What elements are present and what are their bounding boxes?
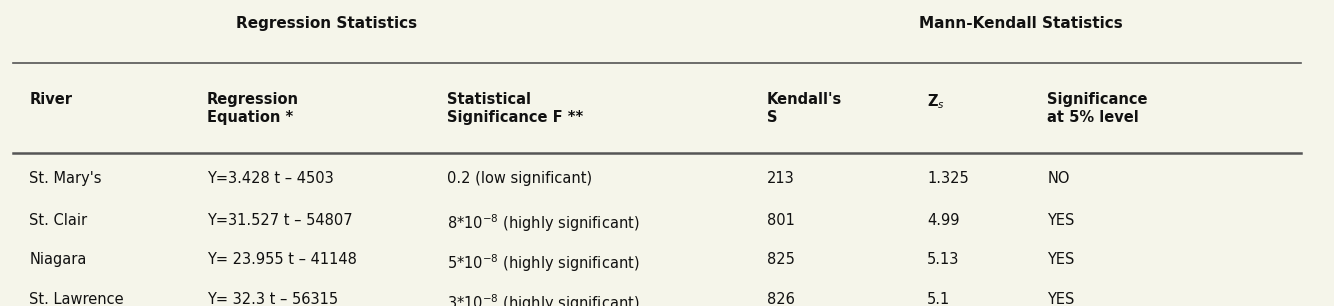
- Text: Y=31.527 t – 54807: Y=31.527 t – 54807: [207, 213, 352, 228]
- Text: Y= 23.955 t – 41148: Y= 23.955 t – 41148: [207, 252, 356, 267]
- Text: 5*10$^{-8}$ (highly significant): 5*10$^{-8}$ (highly significant): [447, 252, 639, 274]
- Text: 213: 213: [767, 171, 795, 186]
- Text: River: River: [29, 92, 72, 107]
- Text: Mann-Kendall Statistics: Mann-Kendall Statistics: [919, 16, 1122, 31]
- Text: YES: YES: [1047, 252, 1075, 267]
- Text: Regression Statistics: Regression Statistics: [236, 16, 418, 31]
- Text: 801: 801: [767, 213, 795, 228]
- Text: Regression
Equation *: Regression Equation *: [207, 92, 299, 125]
- Text: 826: 826: [767, 292, 795, 306]
- Text: 5.1: 5.1: [927, 292, 950, 306]
- Text: Significance
at 5% level: Significance at 5% level: [1047, 92, 1147, 125]
- Text: Kendall's
S: Kendall's S: [767, 92, 842, 125]
- Text: 1.325: 1.325: [927, 171, 968, 186]
- Text: YES: YES: [1047, 213, 1075, 228]
- Text: 8*10$^{-8}$ (highly significant): 8*10$^{-8}$ (highly significant): [447, 213, 639, 234]
- Text: Y=3.428 t – 4503: Y=3.428 t – 4503: [207, 171, 334, 186]
- Text: Niagara: Niagara: [29, 252, 87, 267]
- Text: Y= 32.3 t – 56315: Y= 32.3 t – 56315: [207, 292, 338, 306]
- Text: 825: 825: [767, 252, 795, 267]
- Text: 0.2 (low significant): 0.2 (low significant): [447, 171, 592, 186]
- Text: 5.13: 5.13: [927, 252, 959, 267]
- Text: St. Clair: St. Clair: [29, 213, 88, 228]
- Text: St. Lawrence: St. Lawrence: [29, 292, 124, 306]
- Text: Z$_s$: Z$_s$: [927, 92, 944, 110]
- Text: 4.99: 4.99: [927, 213, 959, 228]
- Text: YES: YES: [1047, 292, 1075, 306]
- Text: NO: NO: [1047, 171, 1070, 186]
- Text: Statistical
Significance F **: Statistical Significance F **: [447, 92, 583, 125]
- Text: 3*10$^{-8}$ (highly significant): 3*10$^{-8}$ (highly significant): [447, 292, 639, 306]
- Text: St. Mary's: St. Mary's: [29, 171, 101, 186]
